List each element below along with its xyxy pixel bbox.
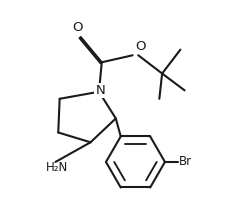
Text: O: O: [72, 21, 82, 34]
Text: Br: Br: [178, 156, 191, 169]
Text: H₂N: H₂N: [45, 161, 68, 174]
Text: N: N: [95, 84, 105, 97]
Text: O: O: [135, 40, 145, 53]
